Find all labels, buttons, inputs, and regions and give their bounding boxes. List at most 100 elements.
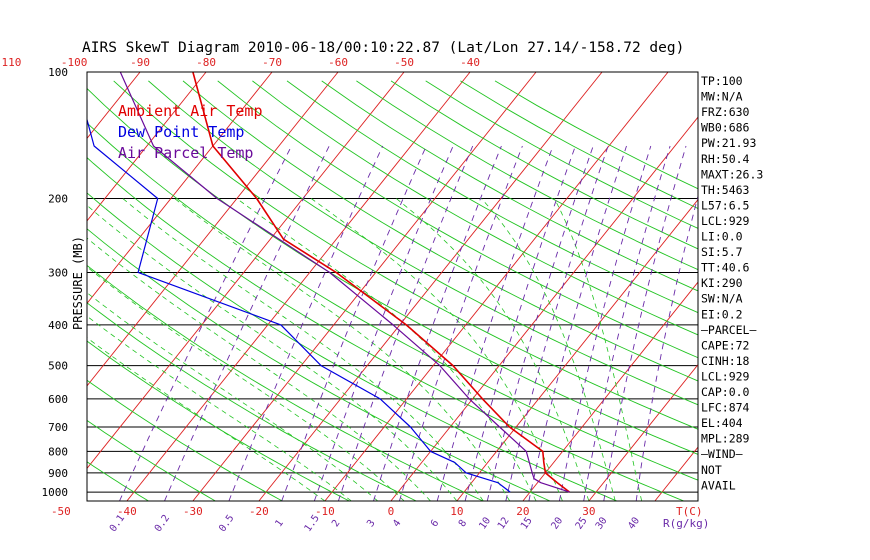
- moist-adiabat-line: [87, 237, 431, 501]
- index-label: CAPE:72: [701, 338, 749, 352]
- dry-adiabat-line: [87, 264, 484, 501]
- dry-adiabat-line: [113, 80, 698, 430]
- moist-adiabat-line: [554, 198, 643, 501]
- mixing-ratio-tick-label: 6: [429, 518, 441, 529]
- moist-adiabat-line: [122, 198, 484, 501]
- moist-adiabat-line: [87, 204, 458, 501]
- mixing-ratio-line: [635, 194, 698, 501]
- bottom-tick-label: 30: [582, 505, 595, 518]
- y-tick-label: 600: [48, 393, 68, 406]
- legend-entry: Ambient Air Temp: [118, 102, 263, 120]
- dry-adiabat-line: [87, 461, 149, 501]
- top-tick-label: -100: [61, 56, 88, 69]
- ambient-temp-line: [192, 72, 571, 493]
- mixing-ratio-line: [528, 145, 627, 501]
- index-label: LCL:929: [701, 369, 750, 383]
- parcel-temp-line: [119, 72, 570, 493]
- dry-adiabat-line: [321, 80, 698, 292]
- index-label: CINH:18: [701, 354, 750, 368]
- dry-adiabat-line: [460, 80, 698, 210]
- y-tick-label: 300: [48, 266, 68, 279]
- mixing-ratio-line: [603, 145, 687, 501]
- moist-adiabat-line: [310, 198, 563, 501]
- dry-adiabat-line: [87, 87, 698, 455]
- dry-adiabat-line: [252, 80, 698, 336]
- mixing-ratio-tick-label: 8: [457, 518, 469, 529]
- isotherm-line: [192, 72, 537, 501]
- isotherm-line: [87, 72, 207, 222]
- index-label: RH:50.4: [701, 152, 750, 166]
- index-label: SI:5.7: [701, 245, 743, 259]
- y-tick-label: 900: [48, 467, 68, 480]
- index-label: —WIND—: [701, 447, 743, 461]
- index-label: NOT: [701, 463, 722, 477]
- index-label: LCL:929: [701, 214, 750, 228]
- isotherm-line: [787, 72, 870, 501]
- top-tick-label: -90: [130, 56, 150, 69]
- dry-adiabat-line: [390, 80, 698, 250]
- mixing-ratio-line: [313, 145, 454, 501]
- index-label: FRZ:630: [701, 105, 750, 119]
- dry-adiabat-line: [87, 302, 417, 501]
- top-tick-label: -40: [460, 56, 480, 69]
- moist-adiabat-line: [87, 337, 326, 501]
- y-tick-label: 200: [48, 192, 68, 205]
- index-label: MPL:289: [701, 432, 750, 446]
- index-label: WB0:686: [701, 121, 750, 135]
- index-label: AVAIL: [701, 478, 736, 492]
- mixing-ratio-tick-label: 4: [391, 518, 403, 529]
- y-axis-label: PRESSURE (MB): [71, 236, 85, 330]
- dry-adiabat-line: [182, 80, 698, 382]
- mixing-ratio-line: [281, 145, 427, 501]
- index-label: KI:290: [701, 276, 743, 290]
- index-label: CAP:0.0: [701, 385, 750, 399]
- bottom-tick-label: -40: [117, 505, 137, 518]
- isotherm-line: [522, 281, 698, 501]
- bottom-tick-label: -30: [183, 505, 203, 518]
- index-label: TP:100: [701, 74, 743, 88]
- top-tick-label: -80: [196, 56, 216, 69]
- index-label: PW:21.93: [701, 136, 756, 150]
- dry-adiabat-line: [87, 228, 551, 501]
- y-tick-label: 700: [48, 421, 68, 434]
- index-label: TT:40.6: [701, 261, 750, 275]
- mixing-ratio-tick-label: 20: [549, 515, 565, 531]
- moist-adiabat-line: [87, 266, 405, 501]
- y-tick-labels: 100 200 300 400 500 600 700 800 900 1000: [42, 66, 69, 499]
- y-tick-label: 400: [48, 319, 68, 332]
- moist-adiabat-line: [87, 315, 352, 501]
- legend: Ambient Air Temp Dew Point Temp Air Parcel…: [118, 102, 263, 162]
- index-label: SW:N/A: [701, 292, 743, 306]
- plot-frame: [86, 71, 699, 502]
- bottom-tick-label: -50: [51, 505, 71, 518]
- mixing-ratio-line: [228, 145, 384, 501]
- dry-adiabat-line: [87, 192, 618, 501]
- top-tick-label: -110: [0, 56, 21, 69]
- dry-adiabat-line: [217, 80, 698, 359]
- bottom-tick-label: 0: [388, 505, 395, 518]
- mixing-ratio-line: [119, 145, 292, 501]
- dry-adiabat-line: [87, 340, 350, 501]
- chart-title: AIRS SkewT Diagram 2010-06-18/00:10:22.8…: [82, 40, 684, 56]
- top-tick-label: -50: [394, 56, 414, 69]
- plot-area: [0, 72, 870, 501]
- mixing-ratio-lines: [119, 145, 698, 501]
- mixing-ratio-tick-label: 3: [365, 518, 377, 529]
- dry-adiabat-line: [87, 157, 685, 501]
- isotherm-line: [0, 72, 74, 501]
- isotherm-line: [258, 72, 603, 501]
- mixing-ratio-unit-label: R(g/kg): [663, 517, 709, 530]
- index-label: TH:5463: [701, 183, 750, 197]
- isotherm-line: [0, 72, 8, 501]
- mixing-ratio-tick-label: 30: [594, 515, 610, 531]
- mixing-ratio-line: [583, 145, 671, 501]
- legend-entry: Dew Point Temp: [118, 123, 244, 141]
- dry-adiabat-line: [87, 379, 283, 501]
- mixing-ratio-tick-label: 40: [626, 515, 642, 531]
- isotherm-line: [87, 72, 339, 387]
- dry-adiabat-line: [356, 80, 698, 271]
- mixing-ratio-line: [436, 145, 554, 501]
- y-tick-label: 800: [48, 445, 68, 458]
